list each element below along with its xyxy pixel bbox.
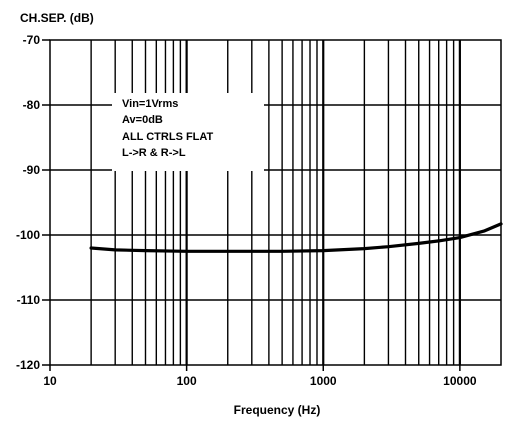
y-tick-label: -70: [23, 33, 41, 47]
annotation-line-4: L->R & R->L: [122, 147, 186, 159]
annotation-line-1: Vin=1Vrms: [122, 98, 178, 110]
y-axis-label: CH.SEP. (dB): [20, 11, 94, 25]
x-axis-label: Frequency (Hz): [234, 403, 321, 417]
plot-frame: [49, 39, 502, 366]
x-tick-label: 1000: [310, 374, 337, 388]
series-group: [89, 222, 503, 253]
annotation-box: Vin=1Vrms Av=0dB ALL CTRLS FLAT L->R & R…: [112, 93, 264, 171]
annotation-background: [112, 93, 264, 171]
y-tick-label: -80: [23, 98, 41, 112]
series-line: [89, 222, 503, 253]
x-tick-label: 10000: [443, 374, 477, 388]
annotation-line-3: ALL CTRLS FLAT: [122, 131, 214, 143]
y-tick-label: -120: [16, 358, 40, 372]
x-tick-label: 10: [43, 374, 57, 388]
y-tick-label: -90: [23, 163, 41, 177]
y-tick-label: -110: [17, 293, 41, 307]
x-tick-label: 100: [177, 374, 197, 388]
annotation-line-2: Av=0dB: [122, 114, 163, 126]
grid: [50, 40, 501, 365]
y-tick-label: -100: [16, 228, 40, 242]
